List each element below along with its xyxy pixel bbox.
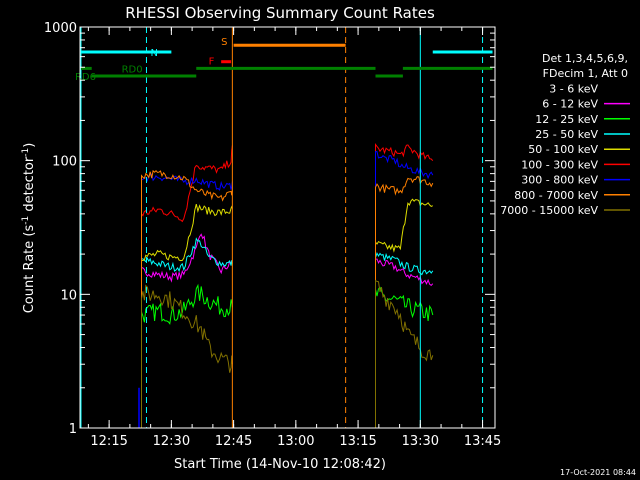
rd0-label: RD0 (122, 64, 143, 75)
series-line-9-seg-2 (375, 279, 434, 428)
series-line-4-seg-1 (141, 237, 233, 428)
legend-label-5: 50 - 100 keV (528, 143, 598, 156)
y-tick-label-4: 1000 (44, 21, 77, 36)
plot-series-group (141, 143, 434, 428)
x-tick-label-1: 12:15 (90, 434, 127, 449)
x-axis-label: Start Time (14-Nov-10 12:08:42) (174, 457, 386, 472)
y-axis-label-sup2: -1 (21, 148, 31, 157)
legend-label-1: 3 - 6 keV (549, 82, 598, 95)
x-tick-label-4: 13:00 (277, 434, 314, 449)
legend: Det 1,3,4,5,6,9, FDecim 1, Att 0 3 - 6 keV… (500, 52, 630, 217)
s-label: S (221, 37, 227, 48)
y-axis-label-main: Count Rate (s (22, 225, 37, 314)
chart-title: RHESSI Observing Summary Count Rates (125, 4, 435, 22)
y-axis-label: Count Rate (s-1 detector-1) (21, 143, 37, 314)
footer-date: 17-Oct-2021 08:44 (560, 468, 636, 477)
series-line-8-seg-1 (141, 169, 233, 428)
x-tick-label-7: 13:45 (464, 434, 501, 449)
series-line-5-seg-1 (141, 203, 233, 428)
series-line-6-seg-2 (375, 143, 434, 428)
series-line-1-seg-2 (375, 269, 434, 428)
plot-frame (79, 26, 496, 429)
series-line-4-seg-2 (375, 251, 434, 428)
rd6-label: RD6 (75, 72, 96, 83)
legend-label-6: 100 - 300 keV (521, 158, 598, 171)
y-tick-label-3: 100 (52, 155, 77, 170)
legend-label-9: 7000 - 15000 keV (500, 204, 598, 217)
series-line-7-seg-2 (375, 151, 434, 428)
n-label: N (150, 48, 157, 59)
series-line-2-seg-1 (141, 233, 233, 428)
legend-label-7: 300 - 800 keV (521, 174, 598, 187)
y-axis-label-sup1: -1 (21, 216, 31, 225)
legend-label-8: 800 - 7000 keV (514, 189, 598, 202)
series-line-6-seg-1 (141, 145, 233, 428)
legend-header-1: Det 1,3,4,5,6,9, (542, 52, 628, 65)
legend-label-4: 25 - 50 keV (535, 128, 598, 141)
series-line-2-seg-2 (375, 258, 434, 428)
series-line-5-seg-2 (375, 198, 434, 428)
x-tick-label-5: 13:15 (339, 434, 376, 449)
legend-label-3: 12 - 25 keV (535, 113, 598, 126)
series-line-7-seg-1 (141, 173, 233, 428)
y-tick-label-2: 10 (60, 288, 77, 303)
x-tick-label-3: 12:45 (215, 434, 252, 449)
series-line-1-seg-1 (141, 268, 233, 428)
legend-header-2: FDecim 1, Att 0 (543, 67, 628, 80)
y-axis-label-end: ) (22, 143, 37, 148)
x-tick-label-2: 12:30 (153, 434, 190, 449)
legend-label-2: 6 - 12 keV (542, 98, 598, 111)
series-line-8-seg-2 (375, 176, 434, 428)
y-axis-label-mid: detector (22, 156, 37, 216)
y-tick-label-1: 1 (69, 422, 77, 437)
x-tick-label-6: 13:30 (402, 434, 439, 449)
axes-group: 12:15 12:30 12:45 13:00 13:15 13:30 13:45 1 10 10… (44, 21, 501, 449)
annotation-group: RD0 RD6 N FS (75, 27, 493, 428)
series-line-9-seg-1 (141, 284, 233, 428)
series-line-3-seg-1 (141, 283, 233, 428)
series-line-3-seg-2 (375, 286, 434, 428)
f-label: F (209, 57, 215, 68)
